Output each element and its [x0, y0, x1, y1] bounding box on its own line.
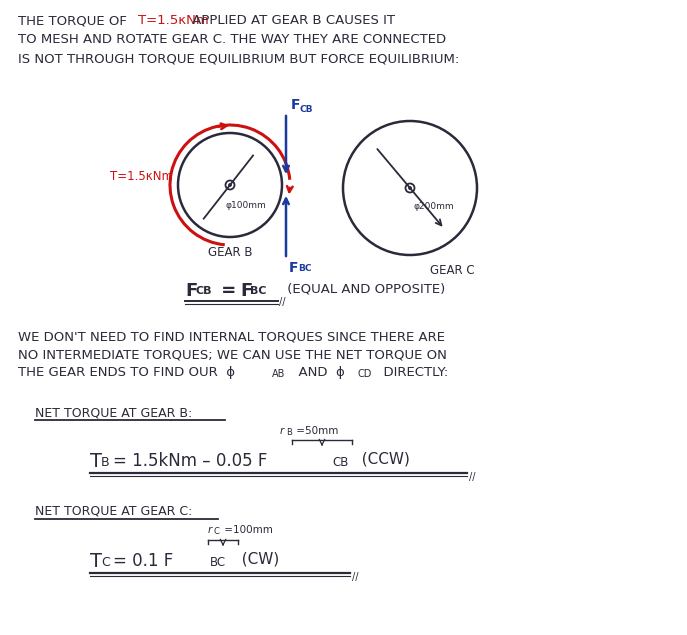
- Text: =100mm: =100mm: [221, 525, 273, 535]
- Circle shape: [409, 187, 412, 189]
- Text: φ100mm: φ100mm: [225, 201, 266, 210]
- Circle shape: [229, 184, 232, 186]
- Text: AB: AB: [272, 369, 285, 379]
- Text: CD: CD: [358, 369, 372, 379]
- Text: (EQUAL AND OPPOSITE): (EQUAL AND OPPOSITE): [283, 283, 445, 296]
- Text: BC: BC: [250, 286, 267, 296]
- Text: CB: CB: [300, 105, 313, 114]
- Text: B: B: [286, 428, 292, 437]
- Text: WE DON'T NEED TO FIND INTERNAL TORQUES SINCE THERE ARE: WE DON'T NEED TO FIND INTERNAL TORQUES S…: [18, 330, 445, 343]
- Text: B: B: [101, 456, 110, 469]
- Text: DIRECTLY:: DIRECTLY:: [375, 366, 448, 379]
- Text: THE TORQUE OF: THE TORQUE OF: [18, 14, 131, 27]
- Text: T=1.5κNm: T=1.5κNm: [138, 14, 209, 27]
- Text: F: F: [240, 282, 252, 300]
- Text: AND  ϕ: AND ϕ: [290, 366, 345, 379]
- Text: =: =: [215, 282, 243, 300]
- Text: =50mm: =50mm: [293, 426, 339, 436]
- Text: = 1.5kNm – 0.05 F: = 1.5kNm – 0.05 F: [113, 452, 267, 470]
- Text: (CW): (CW): [232, 552, 279, 567]
- Text: T: T: [90, 452, 102, 471]
- Text: T=1.5κNm: T=1.5κNm: [110, 170, 173, 183]
- Text: NET TORQUE AT GEAR C:: NET TORQUE AT GEAR C:: [35, 505, 192, 518]
- Text: C: C: [214, 527, 220, 536]
- Text: //: //: [352, 572, 359, 582]
- Text: r: r: [280, 426, 284, 436]
- Text: APPLIED AT GEAR B CAUSES IT: APPLIED AT GEAR B CAUSES IT: [188, 14, 395, 27]
- Text: T: T: [90, 552, 102, 571]
- Text: (CCW): (CCW): [352, 452, 410, 467]
- Text: NET TORQUE AT GEAR B:: NET TORQUE AT GEAR B:: [35, 406, 192, 419]
- Text: NO INTERMEDIATE TORQUES; WE CAN USE THE NET TORQUE ON: NO INTERMEDIATE TORQUES; WE CAN USE THE …: [18, 348, 447, 361]
- Text: BC: BC: [210, 556, 226, 569]
- Text: F: F: [291, 98, 300, 112]
- Text: TO MESH AND ROTATE GEAR C. THE WAY THEY ARE CONNECTED: TO MESH AND ROTATE GEAR C. THE WAY THEY …: [18, 33, 446, 46]
- Text: GEAR C: GEAR C: [430, 264, 475, 277]
- Text: THE GEAR ENDS TO FIND OUR  ϕ: THE GEAR ENDS TO FIND OUR ϕ: [18, 366, 235, 379]
- Text: GEAR B: GEAR B: [207, 246, 252, 259]
- Text: = 0.1 F: = 0.1 F: [113, 552, 173, 570]
- Text: φ200mm: φ200mm: [414, 202, 455, 211]
- Text: //: //: [469, 472, 475, 482]
- Text: CB: CB: [332, 456, 348, 469]
- Text: CB: CB: [195, 286, 212, 296]
- Text: F: F: [185, 282, 197, 300]
- Text: C: C: [101, 556, 110, 569]
- Text: //: //: [279, 297, 286, 307]
- Text: F: F: [289, 261, 298, 275]
- Text: BC: BC: [298, 264, 311, 273]
- Text: r: r: [208, 525, 212, 535]
- Text: IS NOT THROUGH TORQUE EQUILIBRIUM BUT FORCE EQUILIBRIUM:: IS NOT THROUGH TORQUE EQUILIBRIUM BUT FO…: [18, 52, 459, 65]
